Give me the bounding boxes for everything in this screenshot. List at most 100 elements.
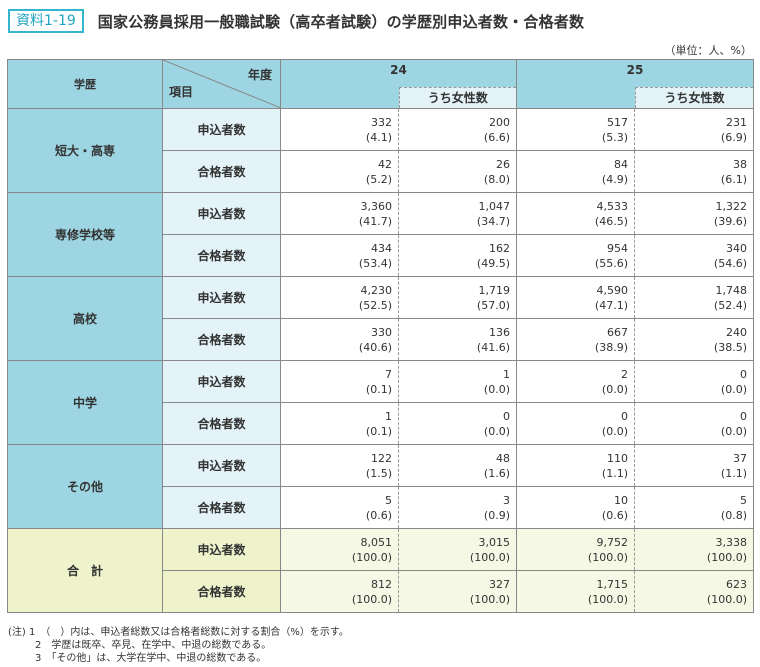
count-value: 231: [726, 115, 747, 129]
percent-value: (0.1): [365, 424, 392, 438]
percent-value: (38.5): [713, 340, 747, 354]
data-table: 学歴 年度 項目 24 うち女性数 25 うち女性数 短大・高専 申込者数 332(…: [7, 59, 754, 613]
value-cell: 7 (0.1): [280, 360, 399, 403]
table-row: 合 計申込者数 8,051 (100.0) 3,015 (100.0) 9,752 (100…: [7, 528, 754, 613]
table-row: 専修学校等 申込者数 3,360 (41.7) 1,047 (34.7) 4,533 (46.…: [7, 192, 754, 277]
percent-value: (100.0): [587, 550, 628, 564]
percent-value: (1.6): [483, 466, 510, 480]
value-cell: 1,047 (34.7): [398, 192, 517, 235]
year-label: 24: [390, 63, 407, 77]
percent-value: (100.0): [706, 592, 747, 606]
count-value: 0: [621, 409, 628, 423]
count-value: 340: [726, 241, 747, 255]
count-value: 9,752: [596, 535, 629, 549]
value-cell: 0 (0.0): [634, 402, 754, 445]
education-cell: その他: [7, 444, 163, 529]
value-cell: 1,322 (39.6): [634, 192, 754, 235]
table-row: 合格者数 42 (5.2) 26 (8.0) 84 (4.9) 38 (6.1): [8, 150, 754, 193]
percent-value: (1.1): [720, 466, 747, 480]
percent-value: (6.1): [720, 172, 747, 186]
count-value: 667: [607, 325, 628, 339]
value-cell: 0 (0.0): [516, 402, 635, 445]
percent-value: (41.7): [358, 214, 392, 228]
item-label-cell: 申込者数: [162, 528, 281, 571]
count-value: 623: [726, 577, 747, 591]
value-cell: 110 (1.1): [516, 444, 635, 487]
value-cell: 3,338 (100.0): [634, 528, 754, 571]
percent-value: (100.0): [587, 592, 628, 606]
value-cell: 1,748 (52.4): [634, 276, 754, 319]
percent-value: (47.1): [594, 298, 628, 312]
item-label-cell: 申込者数: [162, 192, 281, 235]
percent-value: (0.0): [720, 424, 747, 438]
count-value: 110: [607, 451, 628, 465]
percent-value: (6.9): [720, 130, 747, 144]
education-cell: 高校: [7, 276, 163, 361]
count-value: 812: [371, 577, 392, 591]
count-value: 38: [733, 157, 747, 171]
footnote: 2 学歴は既卒、卒見、在学中、中退の総数である。: [35, 640, 272, 651]
count-value: 37: [733, 451, 747, 465]
item-label-cell: 合格者数: [162, 570, 281, 613]
value-cell: 0 (0.0): [398, 402, 517, 445]
value-cell: 26 (8.0): [398, 150, 517, 193]
count-value: 4,230: [360, 283, 393, 297]
header-education: 学歴: [7, 59, 163, 109]
count-value: 0: [503, 409, 510, 423]
count-value: 10: [614, 493, 628, 507]
title-row: 資料1-19 国家公務員採用一般職試験（高卒者試験）の学歴別申込者数・合格者数: [8, 8, 584, 34]
percent-value: (0.9): [483, 508, 510, 522]
count-value: 1,047: [478, 199, 511, 213]
percent-value: (100.0): [351, 592, 392, 606]
count-value: 3: [503, 493, 510, 507]
value-cell: 3 (0.9): [398, 486, 517, 529]
count-value: 5: [385, 493, 392, 507]
diagonal-line-icon: [163, 60, 281, 108]
value-cell: 812 (100.0): [280, 570, 399, 613]
percent-value: (4.1): [365, 130, 392, 144]
count-value: 136: [489, 325, 510, 339]
percent-value: (0.0): [483, 382, 510, 396]
value-cell: 9,752 (100.0): [516, 528, 635, 571]
count-value: 330: [371, 325, 392, 339]
percent-value: (55.6): [594, 256, 628, 270]
education-cell: 専修学校等: [7, 192, 163, 277]
item-label-cell: 申込者数: [162, 108, 281, 151]
percent-value: (0.0): [483, 424, 510, 438]
count-value: 332: [371, 115, 392, 129]
value-cell: 332 (4.1): [280, 108, 399, 151]
count-value: 0: [740, 409, 747, 423]
header-year-24: 24 うち女性数: [280, 59, 517, 109]
percent-value: (0.6): [601, 508, 628, 522]
value-cell: 200 (6.6): [398, 108, 517, 151]
percent-value: (52.5): [358, 298, 392, 312]
percent-value: (100.0): [469, 550, 510, 564]
value-cell: 42 (5.2): [280, 150, 399, 193]
education-cell: 合 計: [7, 528, 163, 613]
percent-value: (0.0): [601, 424, 628, 438]
percent-value: (49.5): [476, 256, 510, 270]
percent-value: (38.9): [594, 340, 628, 354]
value-cell: 122 (1.5): [280, 444, 399, 487]
percent-value: (46.5): [594, 214, 628, 228]
count-value: 1: [503, 367, 510, 381]
item-label-cell: 合格者数: [162, 234, 281, 277]
value-cell: 5 (0.8): [634, 486, 754, 529]
value-cell: 330 (40.6): [280, 318, 399, 361]
value-cell: 136 (41.6): [398, 318, 517, 361]
header-diagonal-cell: 年度 項目: [162, 59, 281, 109]
percent-value: (54.6): [713, 256, 747, 270]
count-value: 0: [740, 367, 747, 381]
value-cell: 1,719 (57.0): [398, 276, 517, 319]
count-value: 2: [621, 367, 628, 381]
table-row: 合格者数 330 (40.6) 136 (41.6) 667 (38.9) 240 (38.5): [8, 318, 754, 361]
page-title: 国家公務員採用一般職試験（高卒者試験）の学歴別申込者数・合格者数: [97, 12, 585, 31]
table-row: 合格者数 434 (53.4) 162 (49.5) 954 (55.6) 340 (54.6): [8, 234, 754, 277]
value-cell: 954 (55.6): [516, 234, 635, 277]
value-cell: 0 (0.0): [634, 360, 754, 403]
item-label-cell: 合格者数: [162, 402, 281, 445]
count-value: 954: [607, 241, 628, 255]
percent-value: (41.6): [476, 340, 510, 354]
table-row: 短大・高専 申込者数 332 (4.1) 200 (6.6) 517 (5.3) 231 (6.9…: [7, 108, 754, 193]
count-value: 8,051: [360, 535, 393, 549]
